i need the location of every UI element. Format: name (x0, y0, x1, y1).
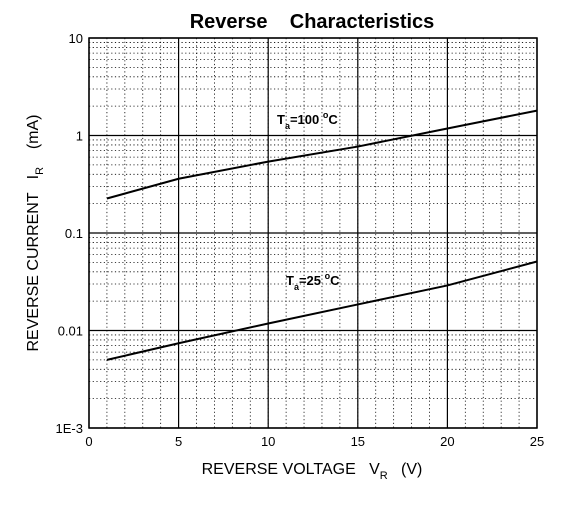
x-tick-label: 25 (530, 434, 544, 449)
y-tick-label: 1E-3 (56, 421, 83, 436)
x-axis-label: REVERSE VOLTAGE VR (V) (202, 461, 423, 482)
annotation-part: o (325, 271, 331, 281)
annotation-part: =25 (299, 273, 325, 288)
annotation-part: =100 (290, 112, 323, 127)
label-part: (V) (388, 461, 423, 478)
series-line (106, 109, 538, 200)
annotation-part: a (294, 282, 300, 292)
y-tick-label: 0.01 (58, 324, 83, 339)
y-tick-label: 0.1 (65, 226, 83, 241)
label-part: R (34, 167, 46, 175)
annotation-part: T (286, 273, 294, 288)
chart-title: Reverse Characteristics (190, 11, 435, 33)
label-part: R (380, 470, 388, 482)
label-part: REVERSE CURRENT I (25, 175, 42, 352)
y-axis-label: REVERSE CURRENT IR (mA) (25, 114, 46, 351)
x-tick-label: 15 (351, 434, 365, 449)
x-tick-label: 10 (261, 434, 275, 449)
annotation-part: C (330, 273, 340, 288)
label-part: REVERSE VOLTAGE V (202, 461, 380, 478)
annotation-part: o (323, 110, 329, 120)
y-tick-label: 10 (69, 31, 83, 46)
annotation-part: C (328, 112, 338, 127)
x-tick-label: 20 (440, 434, 454, 449)
plot-frame (88, 37, 538, 429)
label-part: (mA) (25, 114, 42, 166)
annotation: Ta=100 oC (277, 110, 338, 131)
annotation-part: a (285, 121, 291, 131)
y-tick-label: 1 (76, 129, 83, 144)
annotation-part: T (277, 112, 285, 127)
series-line (106, 260, 538, 361)
x-tick-label: 0 (85, 434, 92, 449)
annotation: Ta=25 oC (286, 271, 340, 292)
x-tick-label: 5 (175, 434, 182, 449)
